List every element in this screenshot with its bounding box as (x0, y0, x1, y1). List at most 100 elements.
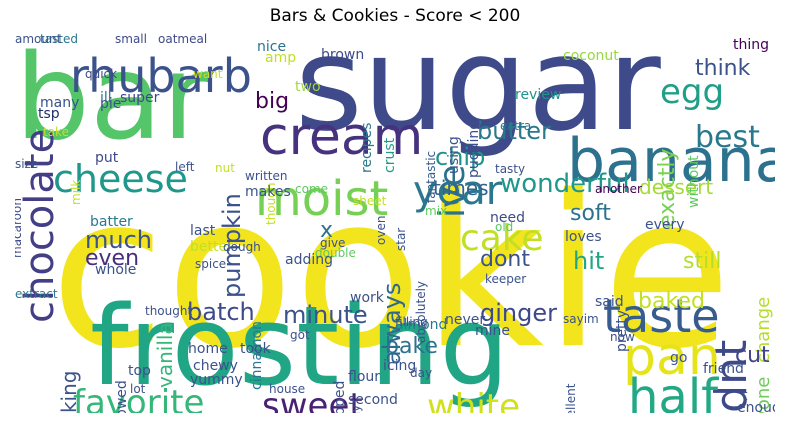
word-now: now (610, 330, 635, 344)
word-crust: crust (382, 137, 398, 173)
word-t: t (742, 388, 748, 404)
word-every: every (645, 217, 685, 233)
word-batter: batter (90, 214, 133, 230)
word-want: want (193, 67, 223, 81)
word-home: home (188, 341, 228, 357)
word-cookie: cookie (50, 150, 732, 395)
word-tsp: tsp (38, 106, 60, 122)
word-never: never (445, 312, 486, 328)
word-cream: cream (260, 107, 424, 167)
word-absolutely: absolutely (414, 280, 428, 343)
word-left: left (175, 160, 195, 174)
word-cut: cut (735, 343, 770, 368)
word-big: big (255, 89, 290, 114)
word-need: need (490, 210, 525, 226)
word-excellent: excellent (564, 383, 578, 413)
word-another: another (595, 182, 642, 196)
word-ginger: ginger (480, 299, 557, 327)
word-amp: amp (265, 50, 297, 66)
word-coconut: coconut (563, 48, 619, 64)
word-oatmeal: oatmeal (158, 33, 208, 46)
word-give: give (320, 236, 346, 250)
word-batch: batch (187, 298, 255, 326)
word-best: best (695, 120, 760, 155)
word-ill: ill (100, 90, 112, 106)
word-thought: thought (145, 304, 193, 318)
word-minute: minute (283, 301, 368, 329)
word-house: house (269, 382, 306, 396)
word-size: size (15, 157, 39, 171)
word-old: old (495, 220, 514, 234)
word-lot: lot (130, 382, 146, 396)
word-x: x (320, 218, 334, 243)
word-yummy: yummy (190, 372, 243, 388)
word-quick: quick (85, 67, 118, 81)
word-written: written (245, 169, 288, 183)
word-keeper: keeper (485, 272, 527, 286)
word-said: said (595, 294, 624, 310)
word-taste: taste (603, 289, 720, 343)
word-pudding: pudding (466, 120, 482, 178)
word-chip: chip (435, 143, 486, 171)
word-nice: nice (257, 39, 287, 55)
word-flour: flour (348, 369, 381, 385)
word-tasty: tasty (495, 162, 526, 176)
word-moist: moist (255, 171, 389, 227)
word-amount: amount (15, 33, 62, 46)
word-cake: cake (460, 218, 544, 259)
word-times: times (433, 176, 489, 200)
word-come: come (295, 182, 329, 196)
word-dont: dont (480, 247, 530, 272)
word-pie: pie (100, 96, 122, 112)
word-hit: hit (573, 247, 605, 275)
word-dessert: dessert (639, 175, 714, 199)
word-macaroon: macaroon (15, 198, 24, 258)
word-without: without (686, 155, 702, 208)
word-cheese: cheese (53, 157, 188, 201)
word-white: white (427, 387, 521, 413)
word-recipes: recipes (359, 122, 375, 173)
word-think: think (695, 56, 751, 81)
word-loves: loves (565, 229, 602, 245)
word-go: go (670, 350, 688, 366)
word-fantastic: fantastic (424, 150, 438, 203)
word-adding: adding (285, 252, 334, 268)
word-second: second (348, 392, 398, 408)
word-tasted: tasted (40, 33, 79, 46)
word-baked: baked (638, 289, 705, 314)
word-double: double (315, 246, 356, 260)
word-many: many (40, 95, 80, 111)
word-icing: icing (383, 358, 417, 374)
word-vanilla: vanilla (153, 322, 177, 388)
word-banana: banana (567, 126, 775, 196)
word-whole: whole (95, 262, 137, 278)
word-review: review (515, 87, 562, 103)
word-much: much (85, 226, 152, 254)
word-milk: milk (69, 179, 83, 205)
word-nut: nut (215, 161, 235, 175)
word-filling: filling (395, 315, 428, 329)
word-thing: thing (733, 37, 770, 53)
word-bar: bar (15, 33, 211, 166)
word-star: star (394, 227, 408, 251)
word-soft: soft (570, 201, 611, 226)
word-sweet: sweet (262, 386, 363, 413)
word-put: put (95, 150, 119, 166)
word-dough: dough (223, 240, 261, 254)
word-followed: followed (114, 380, 130, 413)
word-super: super (120, 90, 160, 106)
word-extra: extra (500, 119, 532, 133)
word-using: using (446, 136, 462, 174)
word-butter: butter (477, 117, 551, 145)
word-got: got (290, 328, 310, 342)
word-better: better (190, 239, 233, 255)
word-still: still (683, 249, 722, 274)
word-cloud: sugar cookie bar frosting banana cream rhubarb… (15, 33, 775, 413)
figure-title: Bars & Cookies - Score < 200 (269, 6, 521, 26)
word-mix: mix (425, 204, 448, 218)
word-rhubarb: rhubarb (70, 49, 252, 103)
word-work: work (350, 290, 384, 306)
word-sugar: sugar (295, 33, 661, 160)
word-spice: spice (195, 257, 227, 271)
word-brown: brown (321, 47, 365, 63)
